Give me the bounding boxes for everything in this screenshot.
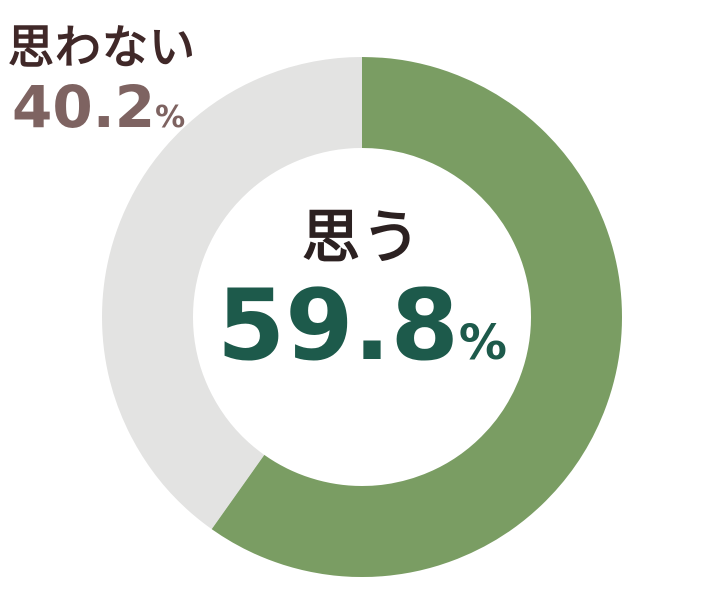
legend-no-label: 思わない: [8, 20, 196, 74]
legend-no-value: 40.2: [12, 73, 156, 141]
center-value: 59.8: [217, 268, 459, 383]
legend-no: 思わない 40.2%: [8, 24, 196, 136]
center-unit: %: [458, 314, 507, 371]
center-label-text: 思う: [301, 203, 423, 271]
legend-no-unit: %: [155, 100, 186, 135]
center-value-row: 59.8%: [217, 274, 507, 378]
center-label: 思う 59.8%: [217, 204, 507, 378]
legend-no-value-row: 40.2%: [12, 78, 196, 136]
donut-segment-1: [102, 57, 622, 577]
